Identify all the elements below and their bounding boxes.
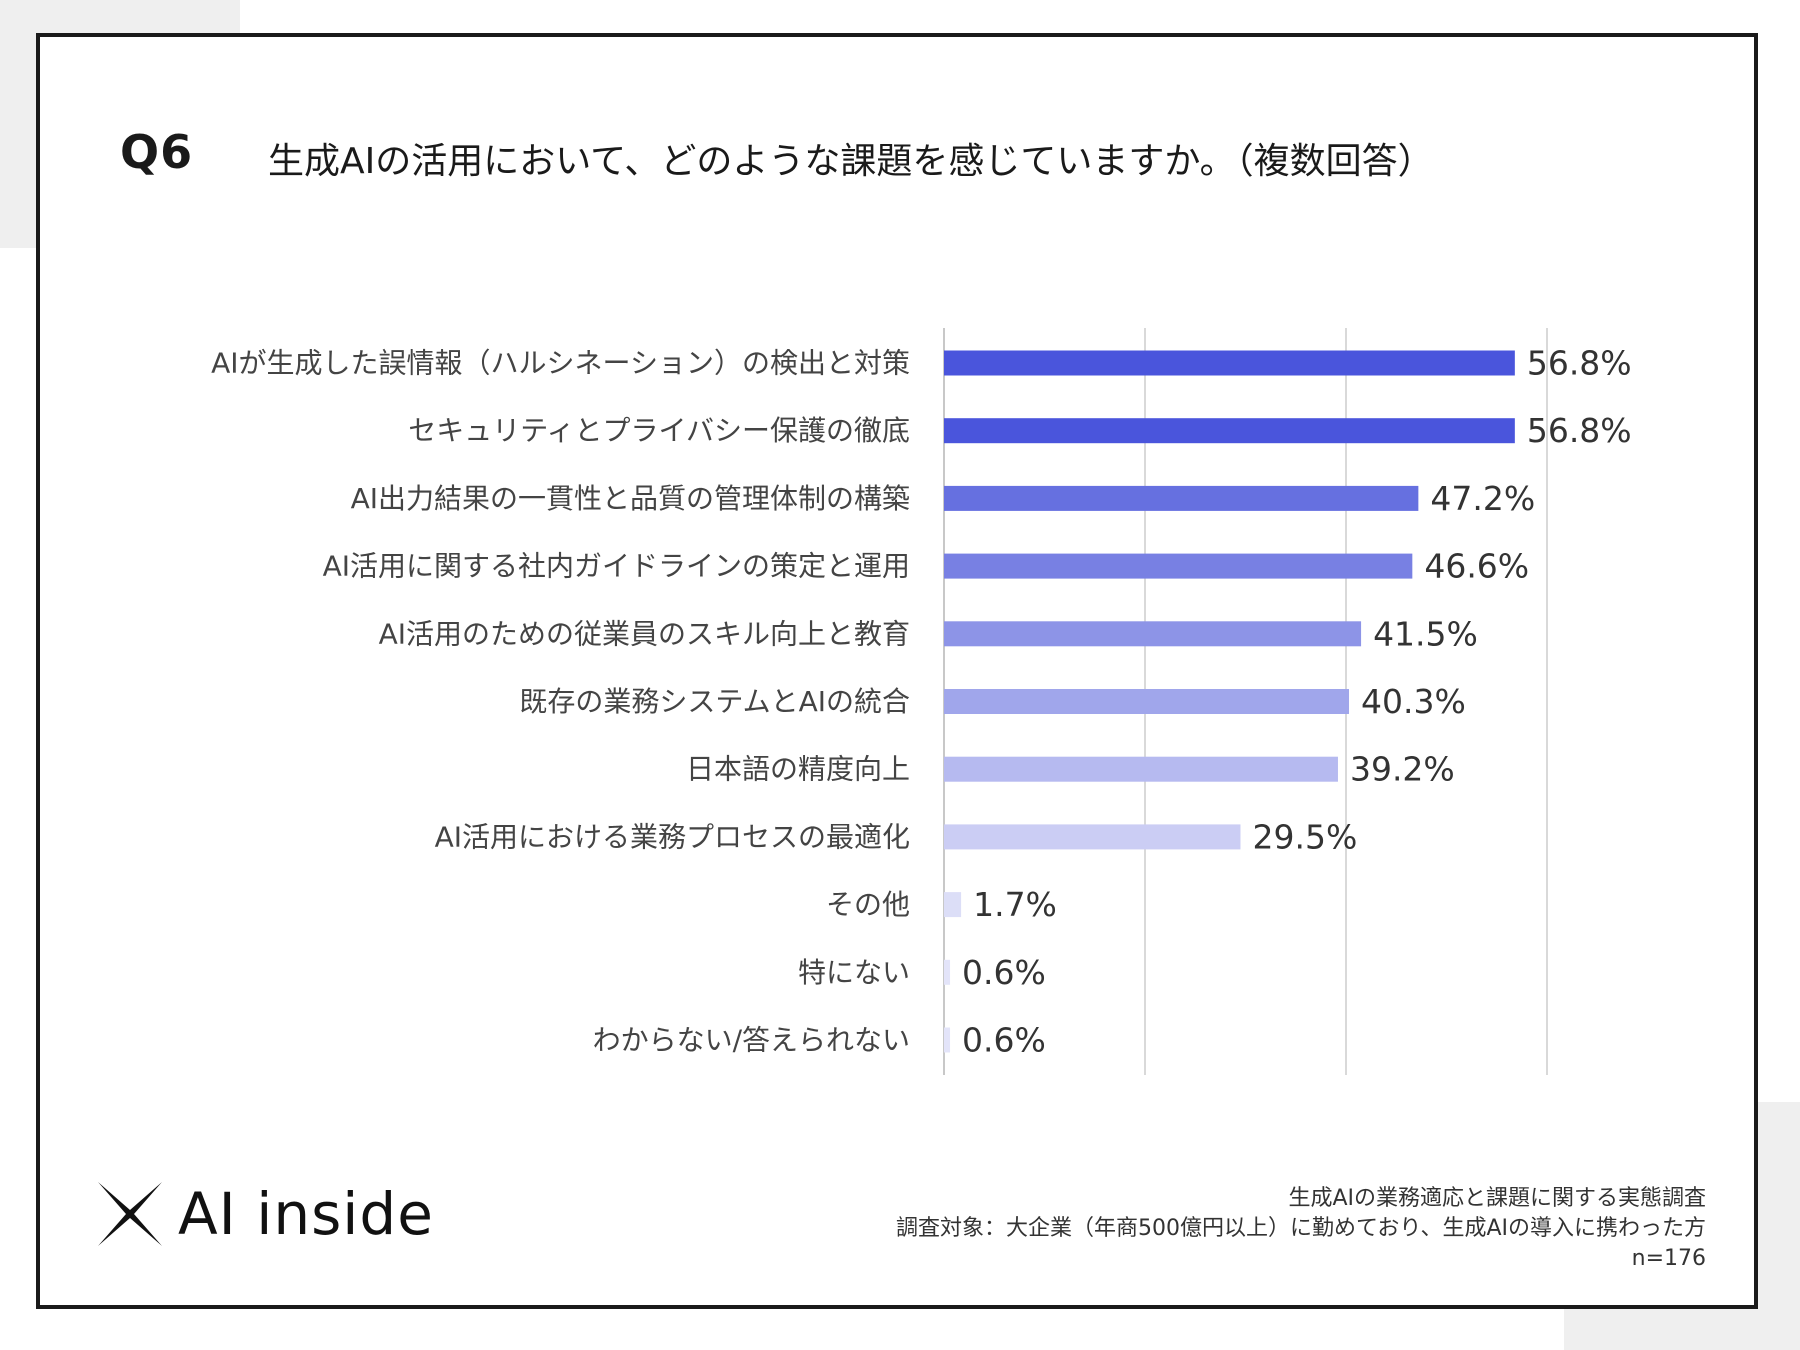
value-label: 0.6% — [962, 1021, 1046, 1060]
category-label: AIが生成した誤情報（ハルシネーション）の検出と対策 — [211, 347, 910, 380]
value-label: 41.5% — [1373, 614, 1478, 653]
survey-title: 生成AIの業務適応と課題に関する実態調査 — [1288, 1186, 1706, 1211]
bar — [944, 824, 1241, 850]
value-label: 47.2% — [1430, 479, 1535, 518]
value-label: 1.7% — [973, 885, 1057, 924]
bar — [944, 621, 1362, 647]
value-label: 56.8% — [1527, 411, 1632, 450]
value-label: 29.5% — [1252, 817, 1357, 856]
bar — [944, 892, 962, 918]
sample-size: n=176 — [1631, 1246, 1706, 1271]
category-label: その他 — [826, 888, 910, 921]
category-label: わからない/答えられない — [593, 1024, 910, 1057]
category-label: セキュリティとプライバシー保護の徹底 — [408, 414, 910, 447]
value-label: 46.6% — [1424, 547, 1529, 586]
logo: AI inside — [96, 1180, 434, 1248]
logo-text: AI inside — [178, 1180, 434, 1248]
bar — [944, 418, 1515, 444]
footer-notes: 生成AIの業務適応と課題に関する実態調査 調査対象：大企業（年商500億円以上）… — [896, 1184, 1706, 1274]
question-number: Q6 — [120, 125, 194, 179]
value-label: 0.6% — [962, 953, 1046, 992]
category-label: AI出力結果の一貫性と品質の管理体制の構築 — [351, 482, 910, 515]
category-label: AI活用に関する社内ガイドラインの策定と運用 — [323, 550, 910, 583]
bar — [944, 959, 951, 985]
question-title: 生成AIの活用において、どのような課題を感じていますか。（複数回答） — [268, 141, 1434, 182]
chart-frame — [36, 33, 1758, 1309]
category-label: 特にない — [798, 956, 910, 989]
bar — [944, 350, 1515, 376]
bar — [944, 553, 1413, 579]
value-label: 39.2% — [1350, 750, 1455, 789]
category-label: 既存の業務システムとAIの統合 — [519, 685, 910, 718]
survey-target: 調査対象：大企業（年商500億円以上）に勤めており、生成AIの導入に携わった方 — [896, 1216, 1706, 1241]
category-label: AI活用における業務プロセスの最適化 — [435, 820, 910, 853]
category-label: AI活用のための従業員のスキル向上と教育 — [379, 617, 910, 650]
bar — [944, 485, 1419, 511]
bar — [944, 756, 1338, 782]
value-label: 56.8% — [1527, 344, 1632, 383]
bar — [944, 689, 1350, 714]
value-label: 40.3% — [1361, 682, 1466, 721]
category-label: 日本語の精度向上 — [686, 753, 910, 786]
bar — [944, 1027, 951, 1053]
ai-inside-logo-icon — [98, 1182, 162, 1246]
